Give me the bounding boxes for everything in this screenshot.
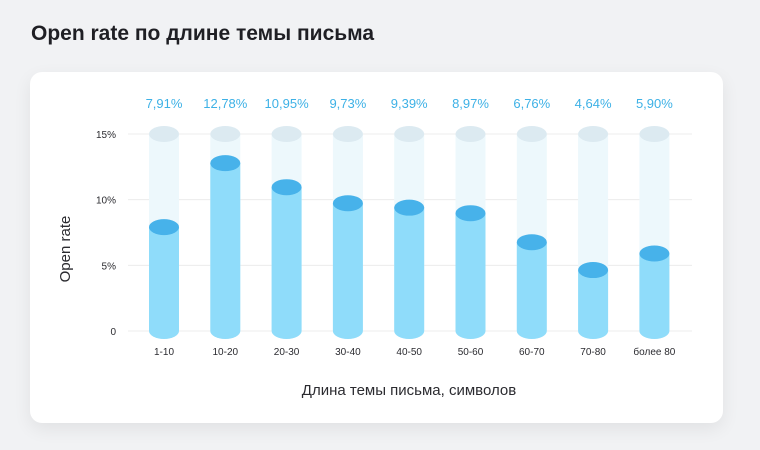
bars: [149, 155, 670, 339]
bar-track-cap: [394, 126, 425, 142]
x-tick-label: 30-40: [335, 347, 361, 358]
x-tick-label: 20-30: [274, 347, 300, 358]
x-tick-label: 10-20: [213, 347, 239, 358]
bar-track-cap: [455, 126, 486, 142]
bar-cap: [394, 199, 425, 216]
value-label: 4,64%: [575, 96, 612, 111]
bar-cap: [210, 155, 241, 172]
bar-track-cap: [271, 126, 302, 142]
x-tick-label: 1-10: [154, 347, 174, 358]
value-label: 9,73%: [329, 96, 366, 111]
bar-track-cap: [516, 126, 547, 142]
value-label: 7,91%: [146, 96, 183, 111]
bar: [149, 227, 179, 339]
bar: [455, 213, 486, 339]
bar-cap: [149, 219, 179, 236]
x-tick-label: 60-70: [519, 347, 545, 358]
x-tick-label: более 80: [633, 346, 675, 358]
bar-cap: [455, 205, 486, 222]
y-axis-title: Open rate: [57, 216, 74, 283]
value-label: 12,78%: [203, 96, 248, 111]
x-axis-ticks: 1-10 10-20 20-30 30-40 40-50 50-60 60-70 70-80 б…: [154, 346, 676, 358]
value-label: 5,90%: [636, 96, 673, 111]
bar-track-cap: [332, 126, 363, 142]
bar-track-cap: [210, 126, 241, 142]
bar: [332, 203, 363, 339]
bar: [639, 253, 670, 339]
bar-cap: [516, 234, 547, 251]
bar: [271, 187, 302, 339]
bar-cap: [639, 245, 670, 262]
x-tick-label: 50-60: [458, 347, 484, 358]
x-tick-label: 70-80: [580, 347, 606, 358]
bar-cap: [578, 262, 609, 279]
bar-cap: [271, 179, 302, 196]
bar: [516, 242, 547, 339]
y-tick-label: 0: [110, 327, 116, 338]
value-labels: 7,91% 12,78% 10,95% 9,73% 9,39% 8,97% 6,76% 4,6…: [146, 96, 674, 111]
y-tick-label: 5%: [102, 261, 117, 272]
x-axis-title: Длина темы письма, символов: [302, 382, 516, 399]
bar-track-cap: [639, 126, 670, 142]
bar-track-cap: [578, 126, 609, 142]
bar-cap: [332, 195, 363, 212]
bar: [210, 163, 241, 339]
x-tick-label: 40-50: [396, 347, 422, 358]
page-title: Open rate по длине темы письма: [31, 22, 375, 45]
bar: [578, 270, 609, 339]
bar-track-cap: [149, 126, 179, 142]
value-label: 9,39%: [391, 96, 428, 111]
bar: [394, 207, 425, 339]
value-label: 6,76%: [513, 96, 550, 111]
value-label: 8,97%: [452, 96, 489, 111]
y-tick-label: 15%: [96, 130, 116, 141]
value-label: 10,95%: [265, 96, 310, 111]
y-tick-label: 10%: [96, 196, 116, 207]
y-axis-ticks: 0 5% 10% 15%: [96, 130, 116, 338]
